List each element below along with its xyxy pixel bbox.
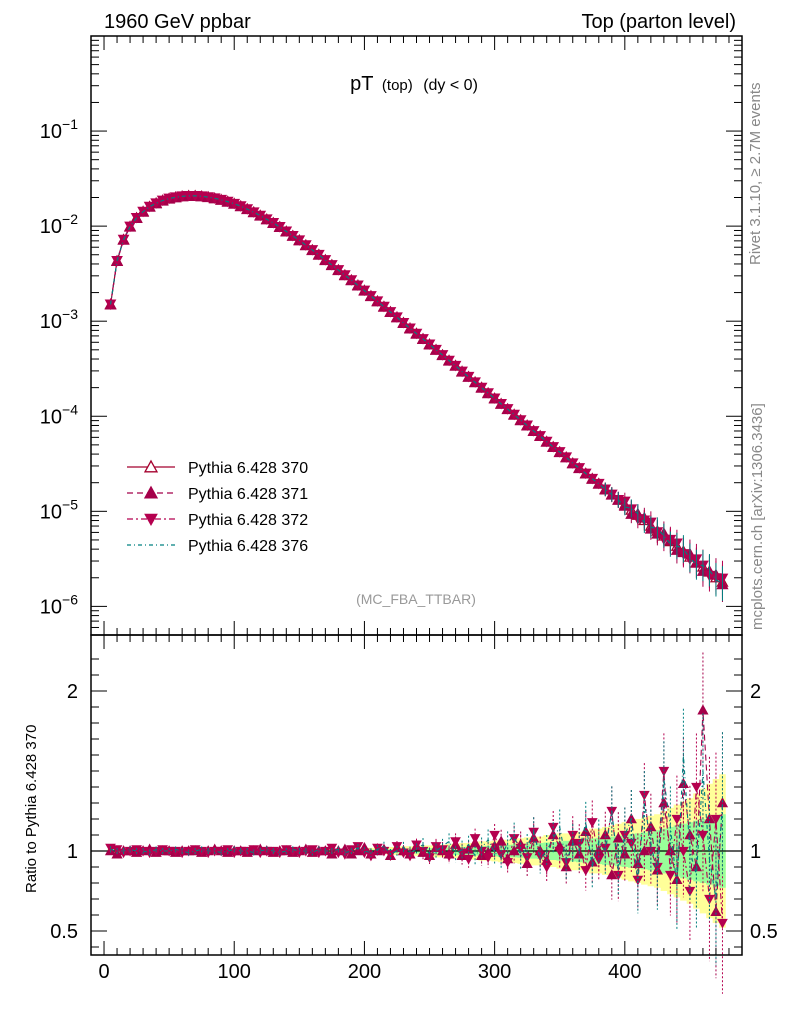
ratio-marker-1-91 — [697, 830, 709, 841]
ratio-marker-1-66 — [534, 851, 546, 862]
x-tick-label-300: 300 — [478, 961, 511, 983]
ratio-tick-label-left-1: 1 — [67, 841, 78, 863]
main-marker-2-66 — [534, 431, 547, 442]
main-marker-2-7 — [150, 198, 162, 209]
y-tick-label-3: 10−4 — [40, 401, 78, 428]
x-tick-label-100: 100 — [218, 961, 251, 983]
main-series-3 — [109, 195, 723, 601]
ratio-marker-1-75 — [593, 854, 605, 865]
x-tick-label-400: 400 — [608, 961, 641, 983]
ratio-marker-0-93 — [710, 905, 722, 917]
main-marker-2-62 — [508, 409, 520, 421]
legend-label-2: Pythia 6.428 372 — [188, 512, 308, 529]
plot-title-cond: (dy < 0) — [423, 77, 478, 94]
main-marker-2-58 — [482, 388, 494, 399]
header-right-label: Top (parton level) — [581, 11, 736, 33]
y-tick-label-0: 10−1 — [40, 116, 78, 143]
ratio-marker-1-58 — [482, 853, 494, 863]
ratio-marker-1-19 — [228, 848, 240, 859]
main-marker-2-49 — [423, 339, 436, 351]
main-series-layer — [104, 189, 729, 603]
ratio-marker-1-94 — [717, 918, 728, 929]
legend-label-0: Pythia 6.428 370 — [188, 460, 308, 477]
y-tick-label-4: 10−5 — [40, 496, 78, 523]
rivet-label: Rivet 3.1.10, ≥ 2.7M events — [747, 83, 764, 266]
ratio-marker-1-59 — [489, 830, 500, 841]
ratio-marker-1-87 — [671, 814, 683, 825]
ratio-tick-label-left-0: 2 — [67, 681, 78, 703]
ratio-marker-1-78 — [612, 870, 624, 881]
legend: Pythia 6.428 370 Pythia 6.428 371 Pythia 6… — [127, 459, 308, 555]
main-marker-2-45 — [397, 317, 410, 329]
ratio-ylabel: Ratio to Pythia 6.428 370 — [23, 725, 40, 893]
ratio-marker-1-21 — [241, 846, 253, 857]
plot-title: pT (top) (dy < 0) — [350, 73, 478, 95]
ratio-marker-1-38 — [352, 842, 364, 852]
y-tick-label-1: 10−2 — [40, 211, 78, 238]
ratio-marker-1-16 — [209, 846, 221, 857]
main-marker-2-36 — [339, 270, 351, 281]
legend-marker-0 — [143, 459, 159, 473]
header-left-label: 1960 GeV ppbar — [104, 11, 251, 33]
ratio-marker-0-78 — [612, 832, 624, 843]
ratio-marker-1-61 — [502, 858, 513, 868]
ratio-marker-1-56 — [469, 834, 481, 844]
main-marker-2-1 — [111, 256, 123, 267]
main-marker-2-0 — [104, 299, 117, 311]
x-tick-label-200: 200 — [348, 961, 381, 983]
legend-marker-2 — [144, 513, 158, 527]
legend-label-1: Pythia 6.428 371 — [188, 486, 308, 503]
ratio-marker-1-93 — [710, 814, 722, 825]
ratio-marker-1-69 — [554, 846, 566, 857]
legend-label-3: Pythia 6.428 376 — [188, 538, 308, 555]
ratio-marker-1-52 — [443, 851, 455, 862]
analysis-label: (MC_FBA_TTBAR) — [356, 591, 476, 607]
mcplots-label: mcplots.cern.ch [arXiv:1306.3436] — [749, 403, 766, 630]
x-tick-label-0: 0 — [98, 961, 109, 983]
ratio-marker-1-55 — [463, 854, 474, 865]
ratio-marker-0-79 — [619, 848, 631, 859]
ratio-tick-label-left-2: 0.5 — [50, 921, 78, 943]
y-tick-label-5: 10−6 — [40, 591, 78, 618]
ratio-marker-0-60 — [495, 835, 507, 846]
main-marker-2-75 — [592, 478, 605, 490]
plot-title-main: pT — [350, 73, 373, 95]
ratio-tick-label-right-2: 0.5 — [750, 921, 778, 943]
ratio-marker-1-64 — [521, 853, 533, 863]
ratio-marker-0-82 — [638, 845, 650, 856]
y-tick-label-2: 10−3 — [40, 306, 78, 333]
axes-layer: 0 100 200 300 400 10−1 10−2 10−3 10−4 10−5 10−6 2 2 1… — [40, 35, 778, 983]
ratio-marker-1-26 — [274, 848, 286, 859]
ratio-series-layer — [91, 652, 742, 994]
ratio-marker-1-86 — [665, 870, 676, 881]
plot-title-sub: (top) — [382, 77, 413, 94]
ratio-marker-1-88 — [678, 846, 689, 857]
ratio-marker-1-71 — [567, 830, 579, 841]
ratio-marker-1-6 — [144, 848, 155, 859]
legend-marker-1 — [143, 485, 159, 499]
ratio-marker-0-64 — [521, 857, 533, 869]
main-line-3 — [109, 195, 723, 584]
main-marker-2-6 — [143, 201, 156, 213]
main-marker-2-53 — [449, 360, 462, 372]
main-marker-2-32 — [313, 249, 325, 261]
ratio-marker-1-90 — [691, 782, 702, 793]
ratio-marker-1-92 — [704, 894, 715, 905]
ratio-tick-label-right-1: 1 — [750, 841, 761, 863]
ratio-marker-1-73 — [580, 866, 592, 876]
ratio-marker-1-74 — [586, 818, 598, 828]
ratio-marker-0-77 — [606, 869, 618, 880]
ratio-tick-label-right-0: 2 — [750, 681, 761, 703]
ratio-marker-1-53 — [450, 837, 461, 847]
ratio-series-2 — [110, 708, 724, 966]
main-marker-2-40 — [365, 291, 377, 302]
ratio-marker-1-81 — [632, 875, 644, 886]
